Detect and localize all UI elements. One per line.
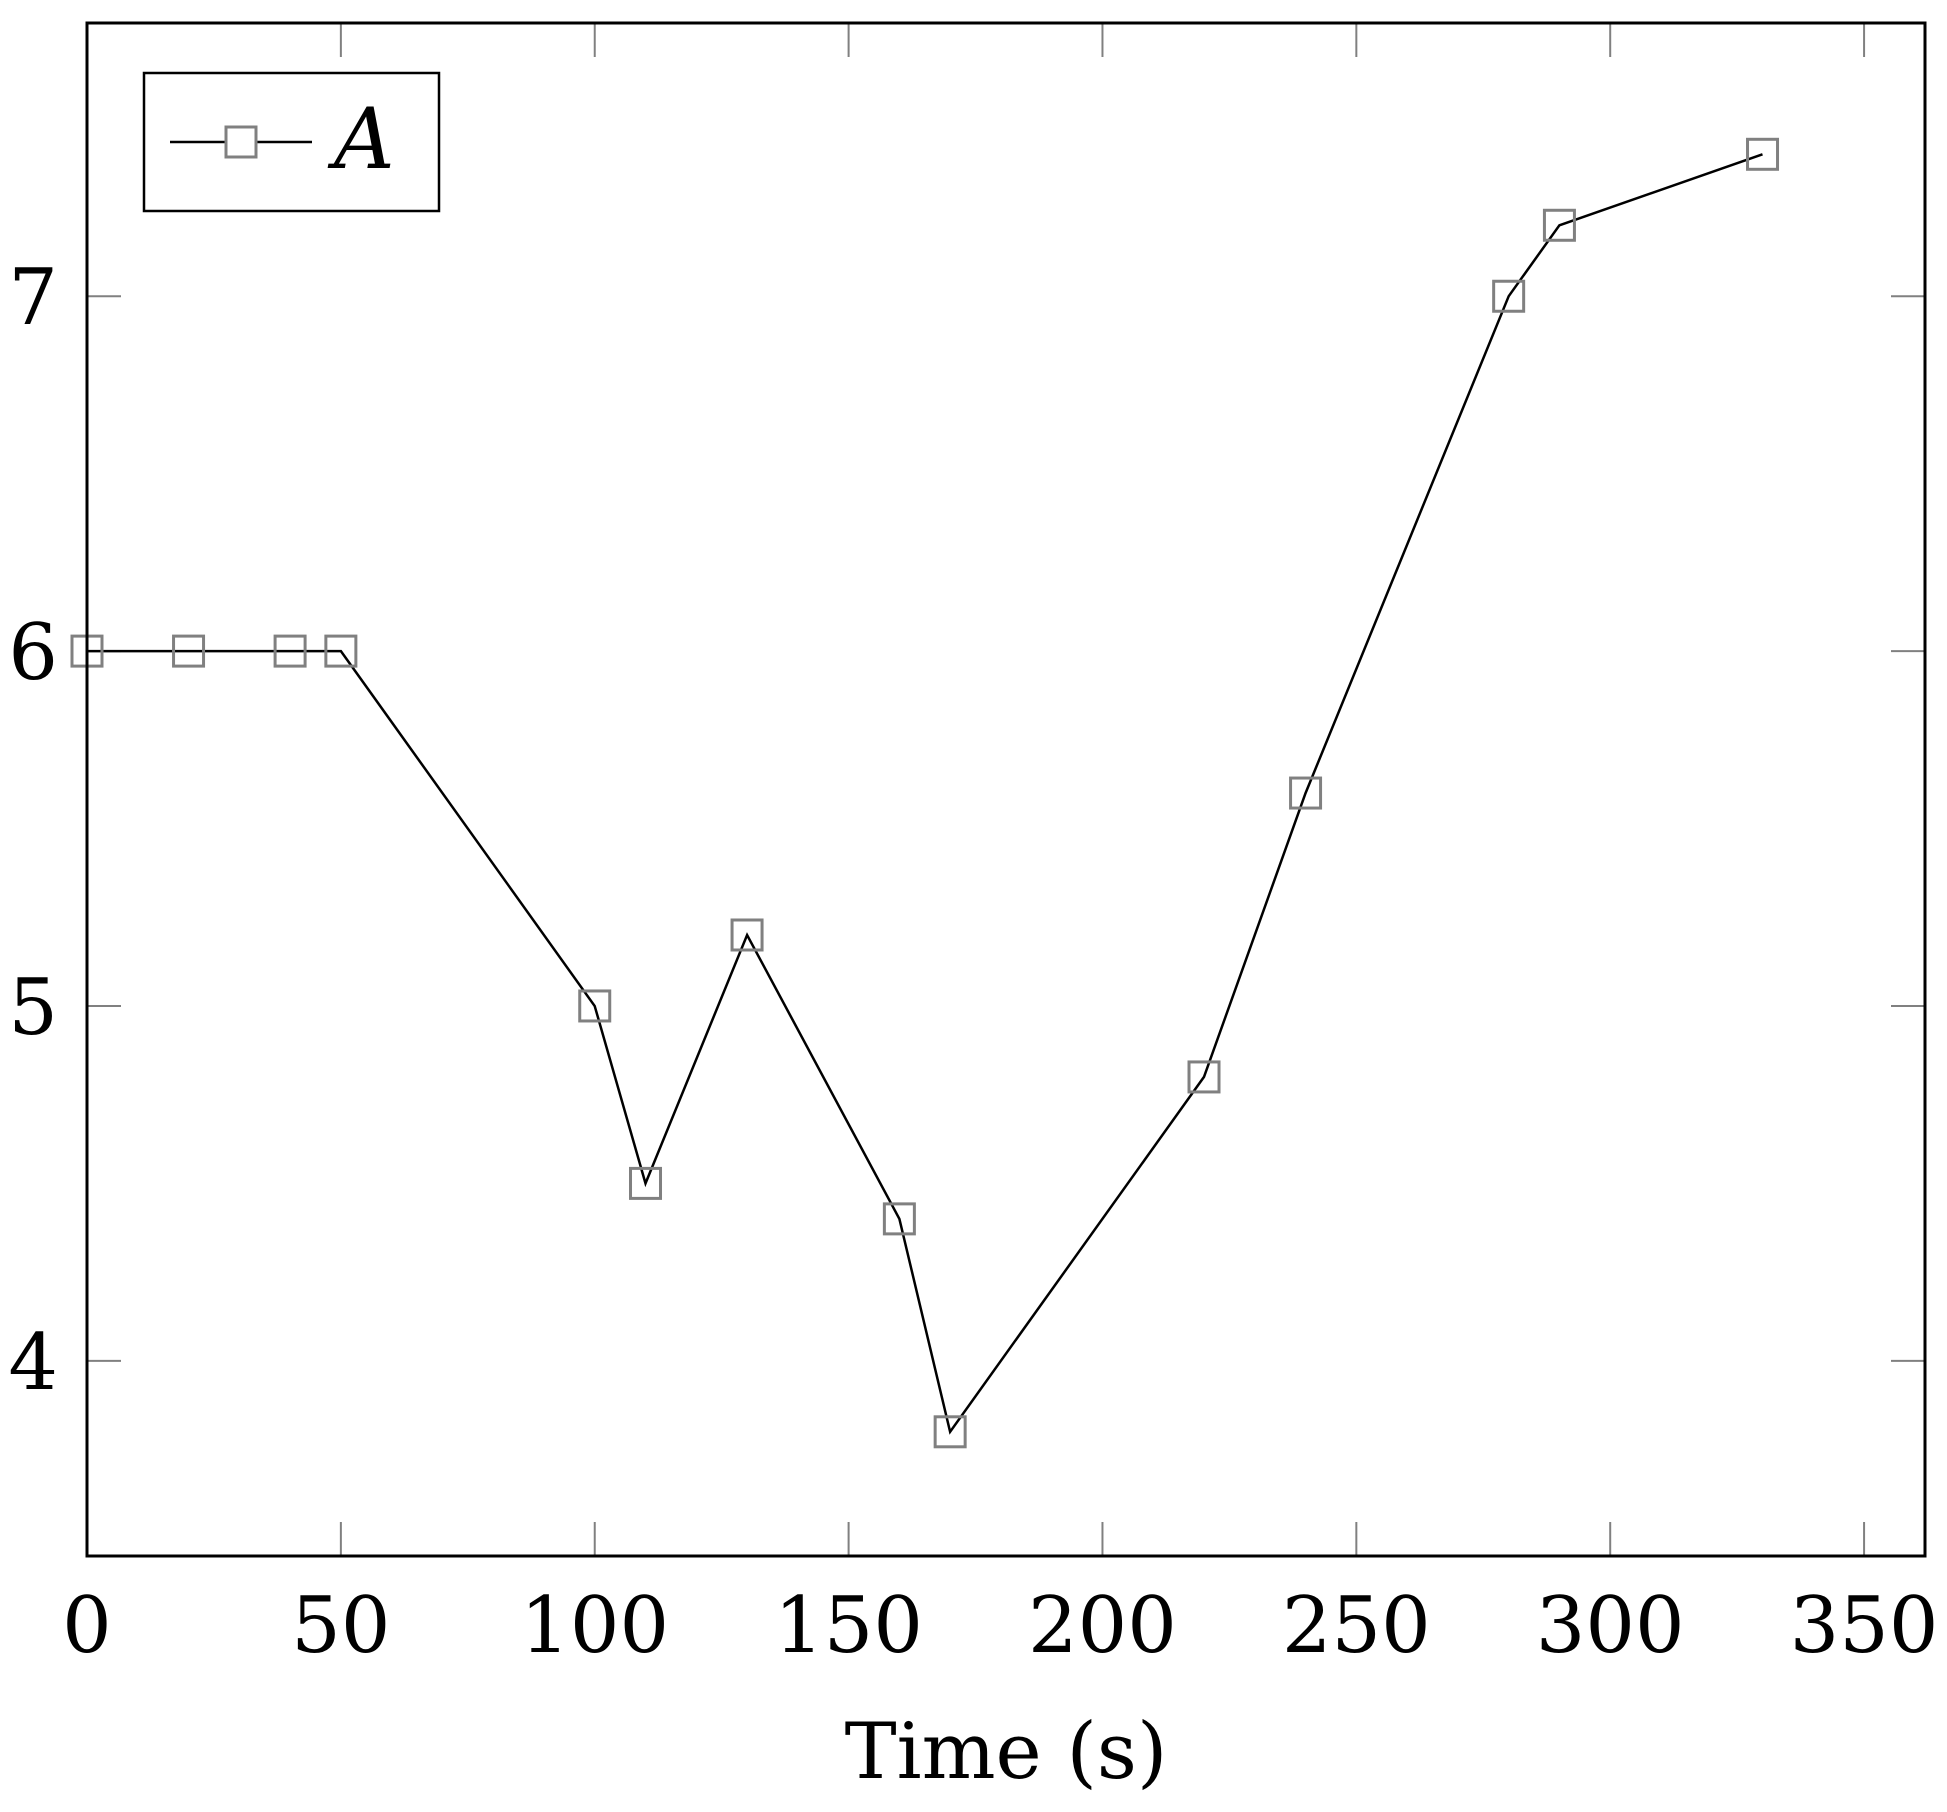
x-tick-label-3: 150: [774, 1581, 923, 1671]
legend: A: [142, 71, 441, 213]
x-tick-label-2: 100: [520, 1581, 669, 1671]
x-tick-label-1: 50: [291, 1581, 390, 1671]
data-point-0-12: [1542, 208, 1576, 242]
x-tick-label-5: 250: [1282, 1581, 1431, 1671]
data-point-0-13: [1746, 137, 1780, 171]
series-layer: [70, 137, 1780, 1449]
plot-frame: [85, 21, 1927, 1558]
y-tick-label-1: 5: [8, 963, 58, 1053]
data-point-0-1: [172, 634, 206, 668]
data-point-0-8: [933, 1415, 967, 1449]
x-tick-label-7: 350: [1790, 1581, 1939, 1671]
data-point-0-5: [629, 1166, 663, 1200]
data-point-0-9: [1187, 1060, 1221, 1094]
x-tick-label-0: 0: [62, 1581, 112, 1671]
x-tick-label-4: 200: [1028, 1581, 1177, 1671]
data-point-0-4: [578, 989, 612, 1023]
data-point-0-10: [1289, 776, 1323, 810]
series-line-0: [87, 153, 1763, 1435]
data-point-0-7: [882, 1202, 916, 1236]
data-point-0-2: [273, 634, 307, 668]
y-tick-label-2: 6: [8, 608, 58, 698]
y-tick-labels: 4 5 6 7: [8, 253, 58, 1408]
y-tick-label-3: 7: [8, 253, 58, 343]
legend-label: A: [327, 90, 395, 188]
x-tick-label-6: 300: [1536, 1581, 1685, 1671]
x-axis-title: Time (s): [845, 1707, 1168, 1797]
x-tick-labels: 0 50 100 150 200 250 300 350: [62, 1581, 1938, 1671]
data-point-0-11: [1492, 279, 1526, 313]
legend-marker-square: [224, 125, 258, 159]
data-point-0-3: [324, 634, 358, 668]
y-tick-label-0: 4: [8, 1318, 58, 1408]
tick-marks: [86, 23, 1925, 1556]
data-point-0-6: [730, 918, 764, 952]
